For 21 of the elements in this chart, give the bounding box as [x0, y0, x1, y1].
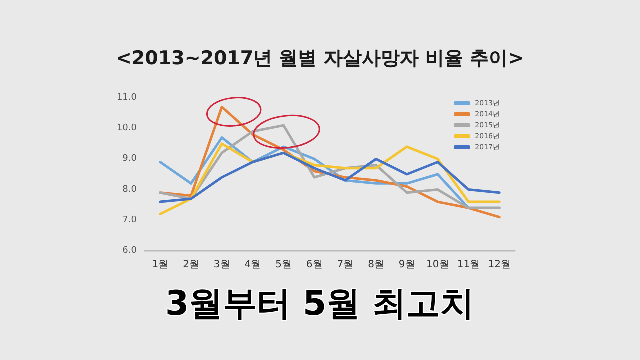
x-tick-label: 2월: [183, 260, 200, 270]
chart-title: <2013~2017년 월별 자살사망자 비율 추이>: [116, 48, 524, 70]
y-tick-label: 8.0: [122, 184, 138, 195]
y-tick-label: 9.0: [122, 154, 138, 164]
text: 3월부터 5월 최고치: [166, 284, 474, 324]
x-tick-label: 10월: [426, 260, 450, 270]
x-tick-label: 3월: [214, 260, 230, 270]
line-series: [159, 152, 501, 204]
y-tick-label: 7.0: [122, 215, 138, 226]
x-tick-label: 1월: [152, 260, 169, 270]
x-tick-label: 9월: [398, 260, 416, 270]
x-tick-label: 4월: [244, 260, 262, 270]
x-tick-label: 6월: [306, 260, 323, 270]
y-tick-label: 11.0: [116, 93, 138, 103]
y-tick-label: 10.0: [116, 124, 138, 134]
x-tick-label: 11월: [457, 260, 480, 270]
x-tick-label: 7월: [337, 260, 354, 270]
x-tick-label: 8월: [368, 260, 384, 270]
x-tick-label: 5월: [276, 260, 292, 270]
y-tick-label: 6.0: [122, 246, 138, 256]
x-tick-label: 12월: [488, 260, 511, 270]
